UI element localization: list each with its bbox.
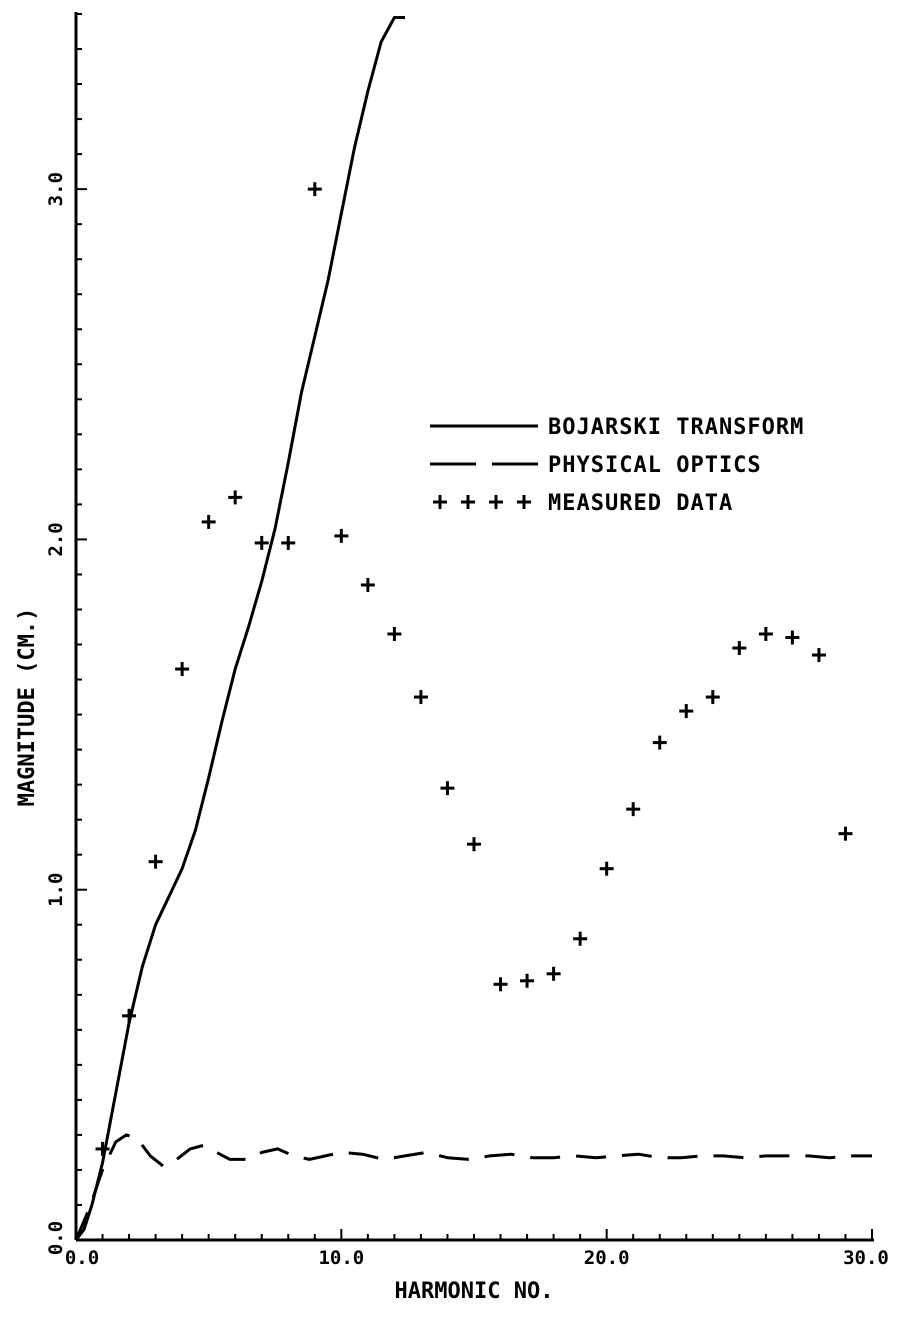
measured-data-point [785, 630, 800, 645]
measured-data-point [520, 973, 535, 988]
measured-data-point [573, 931, 588, 946]
measured-data-point [95, 1141, 110, 1156]
axes [74, 12, 874, 1242]
legend-marker [433, 495, 447, 509]
measured-data-point [705, 690, 720, 705]
legend-label: MEASURED DATA [548, 491, 733, 516]
measured-data-point [307, 182, 322, 197]
y-tick-label: 3.0 [45, 172, 67, 206]
bojarski-transform-line [74, 16, 405, 1241]
measured-data-point [546, 966, 561, 981]
measured-data-point [122, 1008, 137, 1023]
measured-data-point [148, 854, 163, 869]
y-tick-label: 1.0 [45, 873, 67, 907]
legend-marker [517, 495, 531, 509]
measured-data-point [254, 535, 269, 550]
legend-label: BOJARSKI TRANSFORM [548, 415, 804, 440]
measured-data-point [626, 802, 641, 817]
measured-data-point [201, 514, 216, 529]
x-tick-label: 30.0 [843, 1247, 889, 1269]
measured-data-point [679, 704, 694, 719]
plot-area [74, 16, 872, 1241]
measured-data-point [175, 662, 190, 677]
x-axis-title: HARMONIC NO. [395, 1279, 554, 1304]
physical-optics-line [74, 1133, 872, 1241]
x-tick-label: 0.0 [65, 1247, 99, 1269]
measured-data-point [811, 648, 826, 663]
measured-data-point [281, 535, 296, 550]
y-axis-title: MAGNITUDE (CM.) [15, 608, 40, 807]
measured-data-point [599, 861, 614, 876]
x-tick-label: 20.0 [584, 1247, 630, 1269]
legend-label: PHYSICAL OPTICS [548, 453, 762, 478]
measured-data-point [838, 826, 853, 841]
measured-data-point [732, 641, 747, 656]
measured-data-point [334, 528, 349, 543]
ticks: 0.0 10.0 20.0 30.0 0.0 1.0 2.0 3.0 [45, 13, 889, 1269]
measured-data-point [360, 577, 375, 592]
legend: BOJARSKI TRANSFORM PHYSICAL OPTICS MEASURE… [430, 415, 804, 516]
measured-data-point [652, 735, 667, 750]
legend-marker [489, 495, 503, 509]
y-tick-label: 0.0 [45, 1221, 67, 1255]
measured-data-point [467, 837, 481, 852]
x-tick-label: 10.0 [318, 1247, 364, 1269]
y-tick-label: 2.0 [45, 522, 67, 556]
legend-item-bojarski-transform: BOJARSKI TRANSFORM [430, 415, 804, 440]
measured-data-point [758, 627, 773, 642]
measured-data-point [493, 977, 508, 992]
measured-data-point [440, 781, 455, 796]
legend-item-measured-data: MEASURED DATA [433, 491, 733, 516]
measured-data-point [387, 627, 402, 642]
measured-data-point [228, 490, 243, 505]
legend-item-physical-optics: PHYSICAL OPTICS [430, 453, 762, 478]
legend-marker [461, 495, 475, 509]
measured-data-point [413, 690, 428, 705]
